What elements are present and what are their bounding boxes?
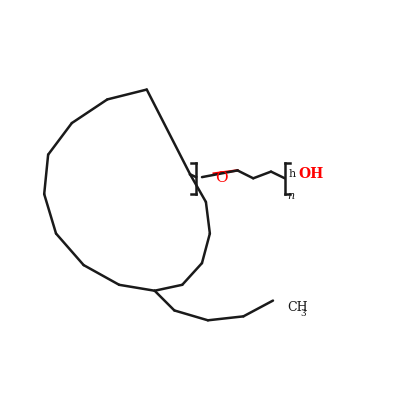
Text: O: O <box>215 171 228 185</box>
Text: 3: 3 <box>300 310 306 318</box>
Text: n: n <box>287 191 294 201</box>
Text: h: h <box>289 169 296 179</box>
Text: CH: CH <box>287 301 308 314</box>
Text: OH: OH <box>299 167 324 181</box>
